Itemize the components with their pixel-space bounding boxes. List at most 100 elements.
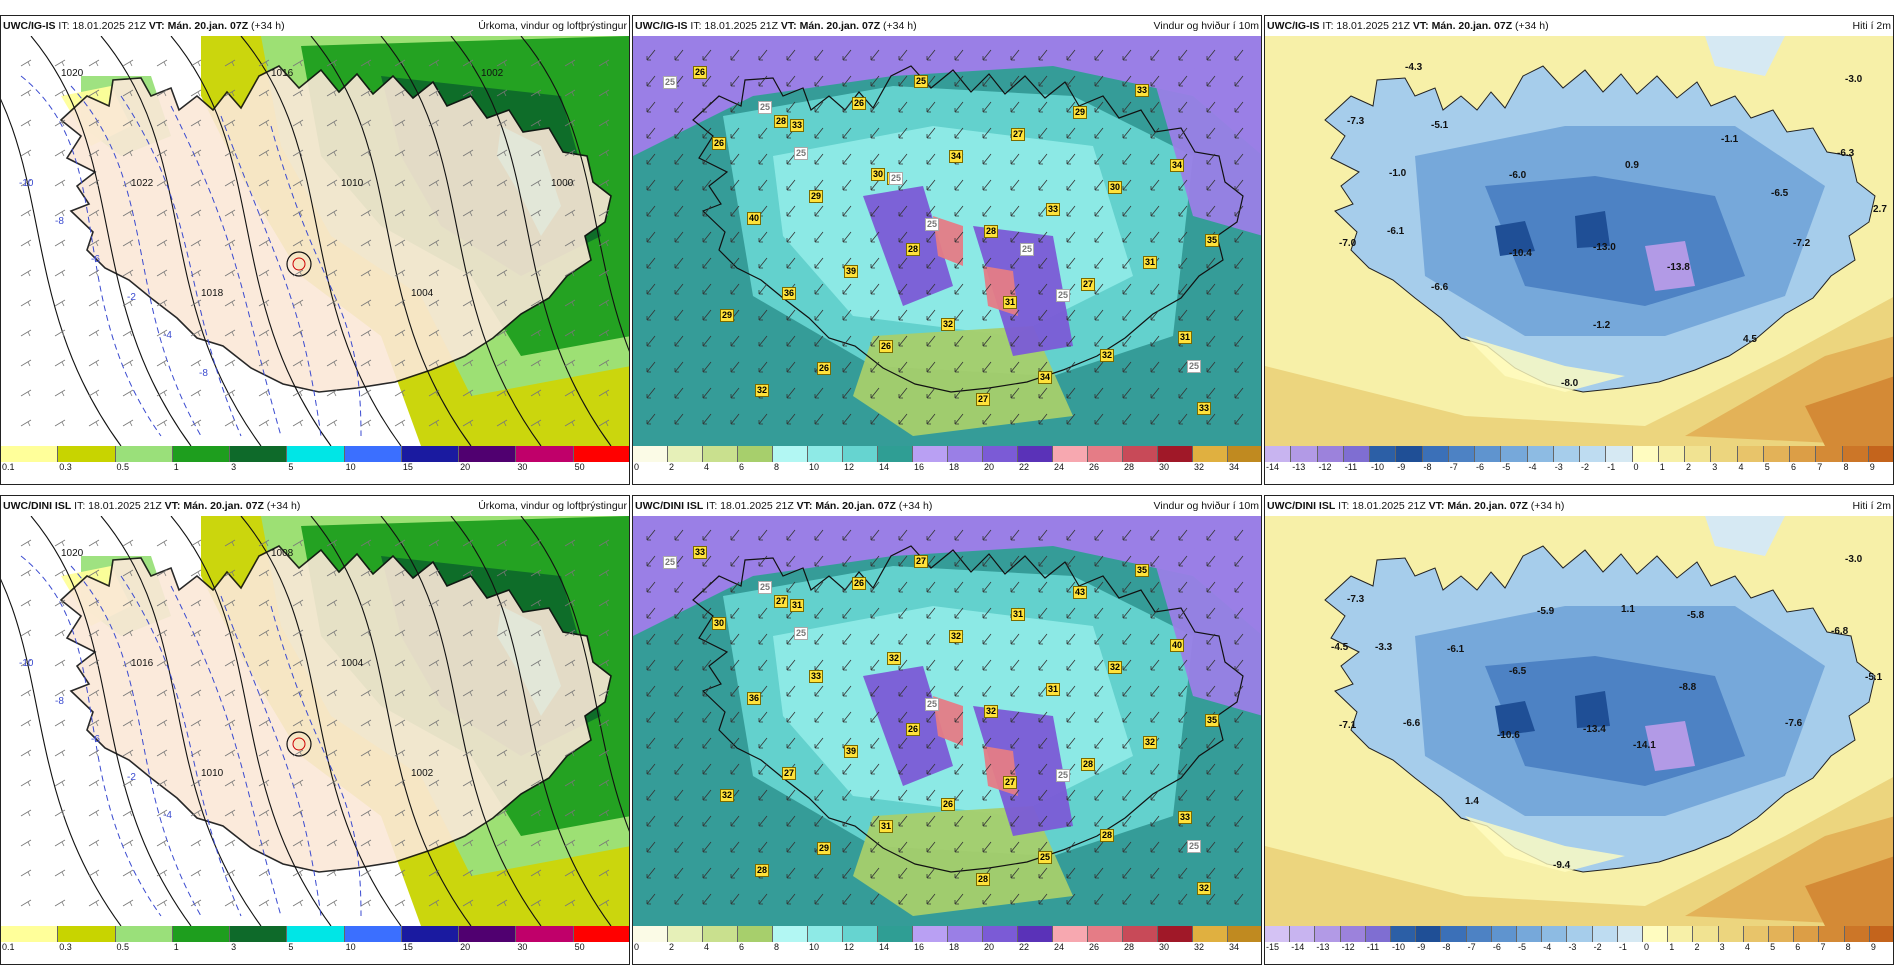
colorbar-tick: -10 xyxy=(1371,462,1385,472)
temperature-contour-label: -10 xyxy=(19,178,34,189)
colorbar-tick: 30 xyxy=(517,462,528,472)
colorbar-tick: -13 xyxy=(1316,942,1330,952)
colorbar-swatch xyxy=(668,926,703,942)
colorbar-swatch xyxy=(808,446,843,462)
temperature-contour-label: -2 xyxy=(127,292,136,303)
colorbar-tick: 9 xyxy=(1870,942,1876,952)
colorbar-swatch xyxy=(1658,446,1685,462)
colorbar-tick: -9 xyxy=(1417,942,1426,952)
colorbar-swatch xyxy=(1718,926,1744,942)
temperature-contour-label: -8 xyxy=(55,216,64,227)
gust-label: 27 xyxy=(782,767,797,780)
colorbar-tick: 15 xyxy=(402,462,413,472)
isobar-label: 1000 xyxy=(551,178,574,189)
panel-header: UWC/DINI ISL IT: 18.01.2025 21Z VT: Mán.… xyxy=(1265,496,1893,516)
map-svg: -3.0 -7.3 -5.9 1.1 -5.8 -6.8 -4.5 -3.3 -6.1 -6.5 -… xyxy=(1265,516,1893,926)
isotach-label: 25 xyxy=(1187,840,1202,853)
isotach-label: 25 xyxy=(889,172,904,185)
colorbar-swatch xyxy=(1868,446,1893,462)
colorbar-tick: -12 xyxy=(1341,942,1355,952)
map-area: -3.0 -7.3 -5.9 1.1 -5.8 -6.8 -4.5 -3.3 -6.1 -6.5 -… xyxy=(1265,516,1893,926)
gust-label: 27 xyxy=(976,393,991,406)
colorbar-tick: 28 xyxy=(1124,942,1135,952)
isobar-label: 1004 xyxy=(341,658,364,669)
colorbar-swatch xyxy=(1632,446,1659,462)
colorbar-swatch xyxy=(516,926,574,942)
colorbar-swatch xyxy=(878,446,913,462)
temperature-label: -14.1 xyxy=(1633,740,1656,751)
colorbar-swatch xyxy=(1527,446,1554,462)
temperature-label: -13.4 xyxy=(1583,724,1606,735)
temperature-label: -4.3 xyxy=(1405,62,1423,73)
colorbar-tick: 1 xyxy=(1669,942,1675,952)
gust-label: 33 xyxy=(1178,811,1193,824)
colorbar-tick: 10 xyxy=(809,942,820,952)
colorbar-tick: -15 xyxy=(1266,942,1280,952)
gust-label: 26 xyxy=(879,340,894,353)
colorbar: 0 2 4 6 8 10 12 14 16 18 20 22 24 26 28 30 32 34 xyxy=(633,926,1261,954)
colorbar-tick: 10 xyxy=(809,462,820,472)
colorbar-tick: 0 xyxy=(634,942,640,952)
gust-label: 27 xyxy=(1011,128,1026,141)
temperature-label: -6.0 xyxy=(1509,170,1527,181)
colorbar-tick: 30 xyxy=(1159,462,1170,472)
gust-label: 26 xyxy=(852,97,867,110)
map-svg: -4.3 -3.0 -7.3 -5.1 -1.1 -6.3 0.9 -1.0 -6.0 -6.5 2… xyxy=(1265,36,1893,446)
colorbar-swatch xyxy=(1088,446,1123,462)
gust-label: 30 xyxy=(712,617,727,630)
gust-label: 39 xyxy=(844,745,859,758)
map-panel-precip: UWC/IG-IS IT: 18.01.2025 21Z VT: Mán. 20… xyxy=(0,15,630,485)
colorbar-tick: 50 xyxy=(574,942,585,952)
colorbar-tick: -5 xyxy=(1518,942,1527,952)
isotach-label: 25 xyxy=(1020,243,1035,256)
gust-label: 26 xyxy=(906,723,921,736)
colorbar-tick: 20 xyxy=(984,942,995,952)
gust-label: 40 xyxy=(747,212,762,225)
gust-label: 35 xyxy=(1205,714,1220,727)
isotach-label: 25 xyxy=(794,147,809,160)
colorbar-swatch xyxy=(230,446,288,462)
colorbar-swatch xyxy=(287,926,345,942)
colorbar-tick: -1 xyxy=(1607,462,1616,472)
isotach-label: 25 xyxy=(758,101,773,114)
temperature-contour-label: -10 xyxy=(19,658,34,669)
map-panel-temp: UWC/DINI ISL IT: 18.01.2025 21Z VT: Mán.… xyxy=(1264,495,1894,965)
temperature-label: -3.0 xyxy=(1845,74,1863,85)
colorbar-tick: 32 xyxy=(1194,462,1205,472)
colorbar-tick: 4 xyxy=(704,942,710,952)
colorbar-swatch xyxy=(983,926,1018,942)
colorbar-tick: 4 xyxy=(1744,942,1750,952)
colorbar-tick: 30 xyxy=(517,942,528,952)
colorbar-swatch xyxy=(459,926,517,942)
temperature-label: -5.9 xyxy=(1537,606,1555,617)
colorbar-swatch xyxy=(948,446,983,462)
isotach-label: 25 xyxy=(1056,289,1071,302)
gust-label: 31 xyxy=(1143,256,1158,269)
temperature-contour-label: -4 xyxy=(163,330,172,341)
gust-label: 30 xyxy=(871,168,886,181)
map-svg xyxy=(633,516,1261,926)
colorbar-swatch xyxy=(459,446,517,462)
colorbar-swatch xyxy=(843,446,878,462)
valid-time: Mán. 20.jan. 07Z xyxy=(1447,500,1528,512)
colorbar-tick: 4 xyxy=(1738,462,1744,472)
gust-label: 33 xyxy=(1135,84,1150,97)
map-panel-wind: UWC/DINI ISL IT: 18.01.2025 21Z VT: Mán.… xyxy=(632,495,1262,965)
map-svg xyxy=(633,36,1261,446)
gust-label: 32 xyxy=(720,789,735,802)
colorbar-swatch xyxy=(172,446,231,462)
gust-label: 31 xyxy=(1046,683,1061,696)
map-panel-precip: UWC/DINI ISL IT: 18.01.2025 21Z VT: Mán.… xyxy=(0,495,630,965)
colorbar-tick: -8 xyxy=(1442,942,1451,952)
gust-label: 43 xyxy=(1073,586,1088,599)
gust-label: 33 xyxy=(809,670,824,683)
temperature-label: -5.1 xyxy=(1431,120,1449,131)
gust-label: 28 xyxy=(984,225,999,238)
colorbar-tick: -8 xyxy=(1423,462,1432,472)
colorbar-swatch xyxy=(1290,926,1316,942)
gust-label: 25 xyxy=(914,75,929,88)
colorbar-swatch xyxy=(1053,926,1088,942)
colorbar-swatch xyxy=(1592,926,1618,942)
colorbar-swatch xyxy=(1517,926,1543,942)
colorbar-tick: 5 xyxy=(1764,462,1770,472)
